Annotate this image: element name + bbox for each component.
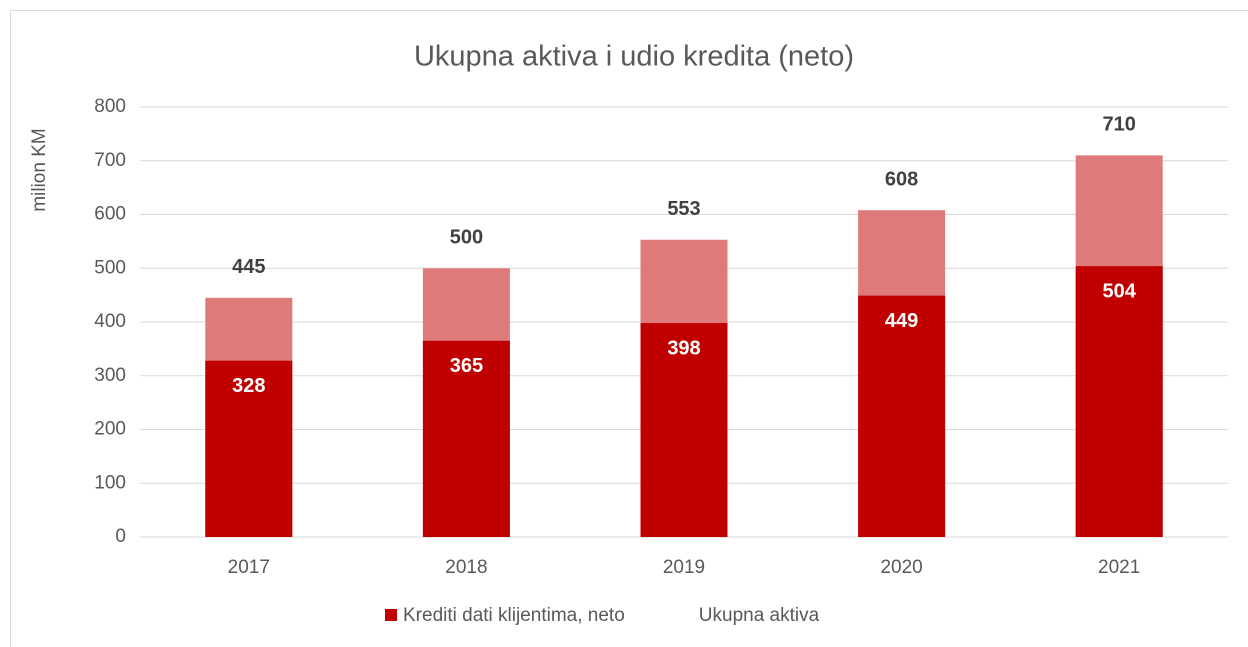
- y-tick-label: 700: [94, 150, 126, 171]
- x-tick-label: 2020: [880, 557, 922, 578]
- y-tick-label: 300: [94, 365, 126, 386]
- data-label: 504: [1103, 280, 1137, 302]
- y-tick-label: 0: [115, 526, 126, 547]
- legend-label: Ukupna aktiva: [699, 605, 820, 626]
- bar: [640, 323, 728, 537]
- data-label: 365: [450, 355, 483, 377]
- data-label: 398: [667, 337, 700, 359]
- bar: [858, 295, 946, 537]
- data-label: 449: [885, 310, 918, 332]
- data-label: 500: [450, 227, 483, 249]
- y-tick-label: 500: [94, 257, 126, 278]
- data-label: 608: [885, 168, 918, 190]
- bar: [1075, 266, 1163, 537]
- legend-label: Krediti dati klijentima, neto: [403, 605, 625, 626]
- data-label: 710: [1103, 114, 1136, 136]
- chart-title: Ukupna aktiva i udio kredita (neto): [414, 41, 854, 73]
- x-tick-label: 2021: [1098, 557, 1140, 578]
- x-tick-label: 2017: [228, 557, 270, 578]
- y-axis-label: milion KM: [29, 128, 50, 211]
- y-tick-label: 400: [94, 311, 126, 332]
- y-tick-label: 200: [94, 419, 126, 440]
- y-tick-label: 800: [94, 96, 126, 117]
- legend-swatch: [385, 609, 397, 621]
- data-label: 445: [232, 256, 265, 278]
- x-tick-label: 2018: [445, 557, 487, 578]
- y-tick-label: 100: [94, 472, 126, 493]
- bar: [422, 340, 510, 537]
- chart-border: [10, 10, 1248, 647]
- y-tick-label: 600: [94, 204, 126, 225]
- data-label: 328: [232, 375, 265, 397]
- data-label: 553: [667, 198, 700, 220]
- bar: [205, 360, 293, 537]
- x-tick-label: 2019: [663, 557, 705, 578]
